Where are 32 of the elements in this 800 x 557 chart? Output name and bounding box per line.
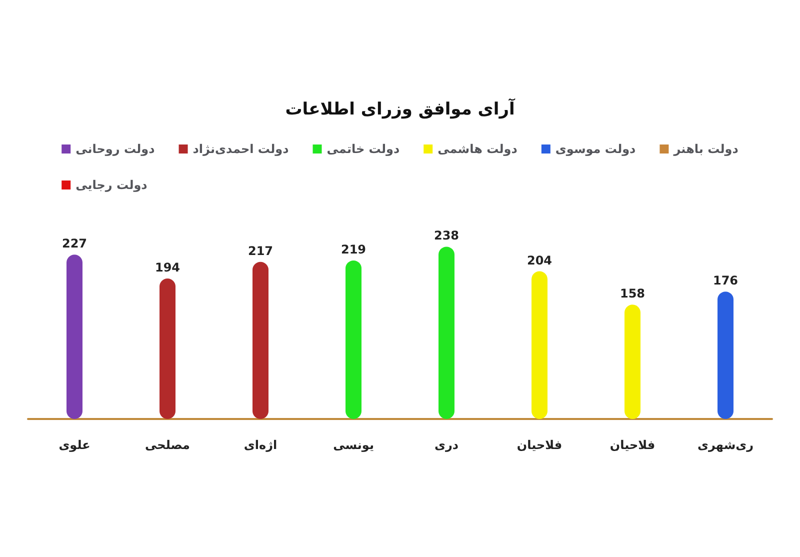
legend-label: دولت خاتمی xyxy=(326,142,400,156)
data-label: 219 xyxy=(340,242,366,256)
x-tick-label: اژه‌ای xyxy=(244,438,278,452)
data-label: 158 xyxy=(620,286,646,301)
x-tick-label: دری xyxy=(434,438,459,452)
legend-label: دولت روحانی xyxy=(76,142,155,156)
x-tick-label: فلاحیان xyxy=(516,438,562,452)
data-label: 194 xyxy=(154,260,180,275)
x-tick-label: یونسی xyxy=(333,438,374,452)
x-tick-label: علوی xyxy=(58,438,90,452)
data-label: 238 xyxy=(434,228,460,243)
bar xyxy=(624,304,640,419)
x-tick-label: ری‌شهری xyxy=(697,438,754,452)
legend-label: دولت هاشمی xyxy=(438,142,518,156)
legend-label: دولت باهنر xyxy=(672,142,738,156)
legend-label: دولت احمدی‌نژاد xyxy=(192,142,289,156)
bar xyxy=(346,260,362,419)
bar xyxy=(252,262,268,419)
legend-label: دولت رجایی xyxy=(76,178,148,192)
data-label: 217 xyxy=(248,244,274,258)
bar xyxy=(160,278,176,419)
data-label: 176 xyxy=(712,274,738,288)
data-label: 204 xyxy=(526,253,552,268)
data-label: 227 xyxy=(62,236,88,251)
legend-label: دولت موسوی xyxy=(555,142,636,156)
x-tick-label: مصلحی xyxy=(145,438,190,452)
bar xyxy=(66,254,82,419)
chart-title: آرای موافق وزرای اطلاعات xyxy=(285,98,516,120)
bar xyxy=(438,246,454,419)
x-tick-label: فلاحیان xyxy=(610,438,656,452)
bar xyxy=(532,271,548,419)
bar xyxy=(718,292,734,419)
